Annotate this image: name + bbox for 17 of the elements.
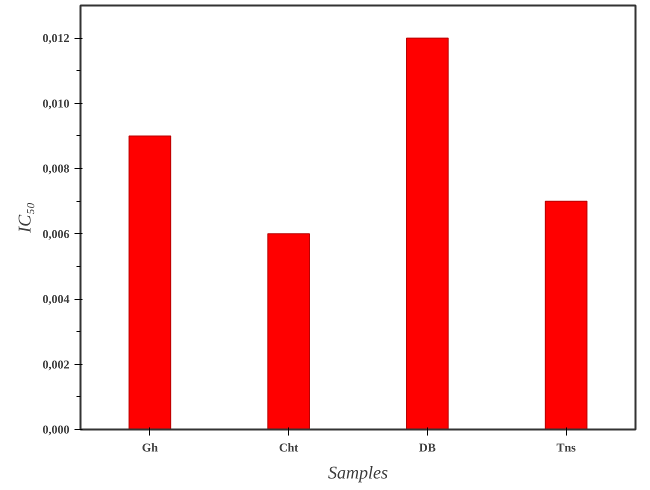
x-tick-label: DB xyxy=(419,440,436,454)
y-tick-label: 0,002 xyxy=(42,357,70,372)
x-tick-label: Cht xyxy=(278,440,298,454)
y-axis-title: IC₅₀ xyxy=(14,202,34,234)
y-tick-label: 0,012 xyxy=(42,31,70,46)
bar xyxy=(406,38,449,430)
y-tick-label: 0,008 xyxy=(42,162,70,176)
x-axis-title: Samples xyxy=(328,462,388,482)
x-tick-label: Tns xyxy=(556,440,576,454)
y-tick-label: 0,004 xyxy=(42,292,70,306)
bar xyxy=(128,135,172,430)
bar xyxy=(267,233,310,430)
y-tick-label: 0,000 xyxy=(42,422,70,436)
bar xyxy=(544,200,588,430)
y-tick-label: 0,006 xyxy=(42,226,70,241)
x-tick-label: Gh xyxy=(142,440,158,454)
y-tick-label: 0,010 xyxy=(42,96,70,110)
